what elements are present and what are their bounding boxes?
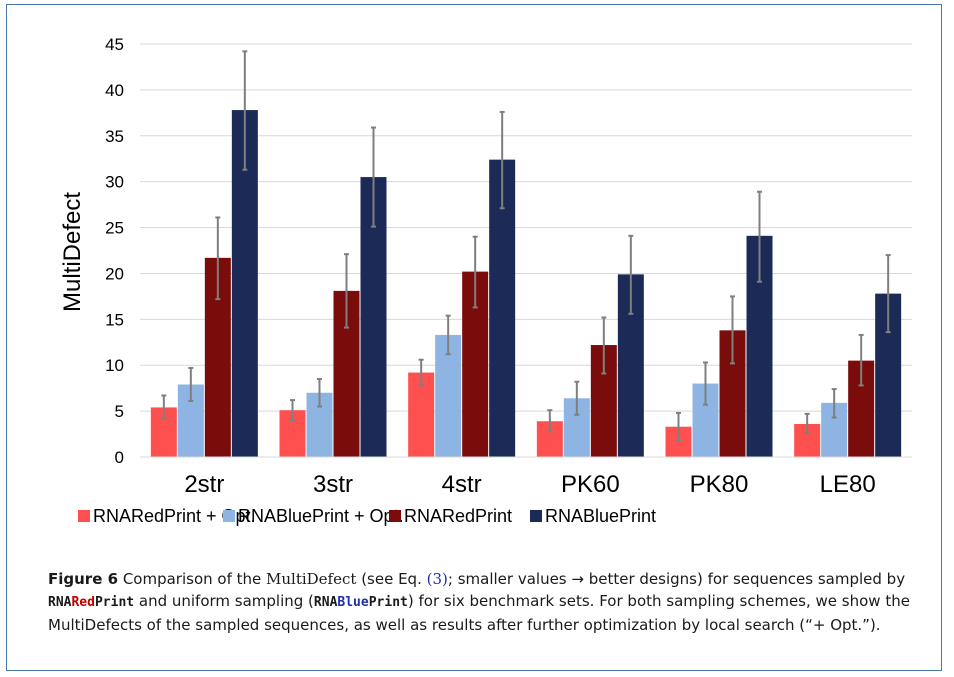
y-axis-label: MultiDefect	[59, 192, 86, 312]
gridlines	[140, 43, 912, 412]
legend-item: RNARedPrint + Opt.	[78, 506, 256, 526]
error-bar	[628, 234, 634, 315]
bar	[435, 334, 462, 457]
y-tick-label: 5	[115, 402, 124, 421]
y-tick-label: 20	[105, 264, 124, 283]
error-bar	[730, 295, 735, 365]
error-bar	[547, 409, 553, 433]
x-axis-ticks: 2str 3str 4str PK60 PK80 LE80	[184, 471, 875, 498]
legend-label: RNARedPrint	[404, 506, 512, 526]
legend-swatch	[530, 510, 542, 522]
error-bar	[371, 126, 376, 228]
error-bar	[472, 235, 478, 309]
y-tick-label: 45	[105, 35, 124, 54]
y-tick-label: 0	[115, 448, 124, 467]
error-bar	[344, 253, 349, 329]
caption-text-2: (see Eq.	[356, 570, 427, 588]
y-axis-ticks: 0 5 10 15 20 25 30 35 40 45	[105, 35, 124, 467]
legend-label: RNARedPrint + Opt.	[93, 506, 256, 526]
caption-text-5: ) for six benchmark sets. For both sampl…	[48, 592, 910, 634]
caption-text-1: Comparison of the	[118, 570, 267, 588]
legend-swatch	[223, 510, 235, 522]
legend-item: RNARedPrint	[389, 506, 512, 526]
legend-item: RNABluePrint + Opt.	[223, 506, 404, 526]
error-bar	[290, 399, 295, 422]
caption-text-4: and uniform sampling (	[134, 592, 314, 610]
caption-figure-label: Figure 6	[48, 570, 119, 588]
caption-rnaredprint: RNARedPrint	[48, 595, 135, 610]
y-tick-label: 40	[105, 81, 124, 100]
caption-eq-close: )	[442, 570, 448, 588]
error-bar	[831, 388, 837, 419]
error-bar	[317, 377, 322, 408]
y-tick-label: 30	[105, 173, 124, 192]
equation-link[interactable]: 3	[432, 570, 443, 588]
figure-caption: Figure 6 Comparison of the MultiDefect (…	[48, 568, 928, 636]
error-bar	[242, 50, 248, 171]
x-tick-label: PK80	[690, 471, 749, 498]
caption-eq-open: (	[426, 570, 433, 588]
bar	[408, 372, 435, 457]
caption-rnablueprint: RNABluePrint	[313, 595, 408, 610]
error-bar	[703, 361, 708, 406]
caption-text-3: ; smaller values → better designs) for s…	[447, 570, 906, 588]
error-bar	[601, 316, 607, 375]
legend-item: RNABluePrint	[530, 506, 656, 526]
error-bar	[804, 412, 810, 435]
error-bar	[885, 254, 891, 334]
error-bar	[858, 333, 864, 387]
legend-swatch	[78, 510, 90, 522]
error-bar	[676, 411, 681, 442]
error-bar	[215, 216, 221, 301]
error-bar	[574, 380, 580, 416]
error-bar	[161, 394, 167, 420]
legend-label: RNABluePrint + Opt.	[238, 506, 404, 526]
legend: RNARedPrint + Opt.RNABluePrint + Opt. RNA…	[78, 506, 656, 526]
x-tick-label: 2str	[184, 471, 224, 498]
x-tick-label: PK60	[561, 471, 620, 498]
bars	[150, 110, 902, 458]
x-tick-label: 3str	[313, 471, 353, 498]
bar-chart: 0 5 10 15 20 25 30 35 40 45 2str 3str 4str PK60 PK80 L…	[59, 35, 912, 526]
y-tick-label: 15	[105, 310, 124, 329]
y-tick-label: 35	[105, 127, 124, 146]
error-bar	[188, 366, 194, 403]
y-tick-label: 10	[105, 356, 124, 375]
figure-frame	[6, 4, 942, 671]
x-tick-label: LE80	[820, 471, 876, 498]
error-bar	[757, 190, 762, 283]
error-bars	[161, 50, 891, 442]
x-tick-label: 4str	[442, 471, 482, 498]
legend-label: RNABluePrint	[545, 506, 656, 526]
caption-multidefect: MultiDefect	[266, 570, 357, 588]
y-tick-label: 25	[105, 219, 124, 238]
legend-swatch	[389, 510, 401, 522]
error-bar	[418, 358, 424, 387]
error-bar	[499, 110, 505, 210]
error-bar	[445, 314, 451, 356]
